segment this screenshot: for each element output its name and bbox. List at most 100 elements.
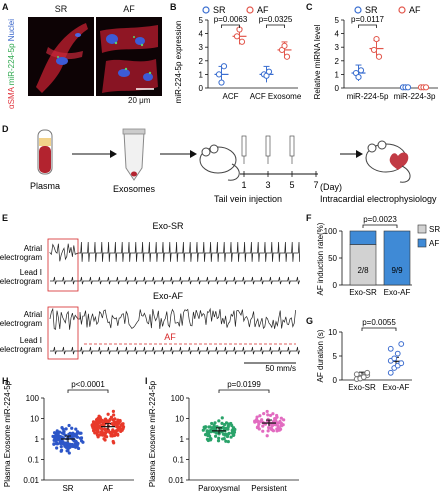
legend-b: SR AF (202, 5, 269, 15)
chart-f-category-label: Exo-AF (384, 288, 411, 297)
trace-af-lead (50, 346, 300, 355)
chart-i-plot-point-persistent (276, 421, 280, 425)
chart-b-ylabel: miR-224-5p expression (174, 21, 183, 104)
chart-h-plot-point-af (119, 428, 124, 432)
chart-i-plot-point-persistent (257, 422, 261, 426)
chart-h-plot-ytick-label: 0.01 (23, 476, 39, 485)
chart-h-plot-point-af (95, 429, 99, 433)
legend-af-label: AF (257, 5, 269, 15)
chart-h-plot-point-sr (55, 446, 59, 450)
chart-i-plot-ytick-label: 0.1 (173, 456, 185, 465)
chart-g-plot: 0 5 10 Exo-SR Exo-AF p=0.0055 (328, 318, 412, 392)
chart-c-plot-point-af (422, 84, 430, 91)
chart-h-plot-bracket (67, 389, 109, 393)
chart-i-plot-point-paroxysmal (221, 425, 225, 429)
panel-a-group-af: AF (123, 4, 135, 14)
timeline-ticks: 1 3 5 7 (241, 135, 319, 190)
chart-i-plot-point-paroxysmal (224, 432, 228, 436)
chart-h-plot-point-sr (79, 436, 84, 440)
chart-c-plot-point-sr (355, 74, 362, 81)
chart-i-plot-point-persistent (279, 416, 283, 420)
chart-h-plot-point-af (114, 429, 118, 433)
chart-h-plot-point-sr (59, 445, 63, 449)
chart-f-bar-af (349, 230, 377, 245)
chart-g-point (387, 369, 394, 376)
chart-i-plot: 0.01 0.1 1 10 100 Paroxysmal Persistent p=0.019… (168, 380, 299, 493)
chart-c-plot-point-sr (404, 84, 412, 91)
chart-c-plot-point-af (373, 35, 380, 43)
panel-a-group-sr: SR (54, 4, 68, 14)
chart-h-plot-point-sr (52, 442, 56, 446)
chart-b-plot: 0 1 2 3 4 5 ACF p=0.0063 ACF Exosome p=0.0325 (199, 15, 302, 101)
syringe-icon (241, 135, 247, 157)
legend-sr-marker (202, 6, 210, 14)
chart-h-plot-point-sr (58, 434, 62, 439)
chart-i-plot-point-paroxysmal (221, 432, 226, 436)
chart-i-plot-point-persistent (273, 417, 277, 421)
micrograph-af (96, 17, 162, 96)
chart-h-plot-point-af (116, 426, 120, 431)
chart-i-plot-point-paroxysmal (203, 433, 208, 437)
chart-i-plot-point-paroxysmal (209, 437, 213, 441)
chart-i-plot-point-paroxysmal (201, 428, 205, 432)
chart-c: SR AF Relative miRNA level 0 1 2 3 4 5 miR-224… (313, 5, 438, 101)
panel-label-a: A (2, 2, 9, 12)
chart-g-ytick-label: 10 (328, 328, 337, 337)
chart-i-plot-ytick-label: 100 (171, 394, 185, 403)
chart-i-plot-point-paroxysmal (231, 433, 236, 438)
chart-c-plot-ytick-label: 5 (335, 16, 340, 25)
legend-f-af-label: AF (429, 239, 439, 248)
chart-b-plot-category-label: ACF (223, 92, 239, 101)
chart-i-plot-point-persistent (266, 413, 270, 417)
chart-h-plot-point-af (115, 424, 119, 428)
panel-label-d: D (2, 124, 9, 134)
legend-f-sr-label: SR (429, 225, 440, 234)
trace-title-exo-af: Exo-AF (153, 291, 184, 301)
chart-g-ytick-label: 0 (333, 376, 338, 385)
chart-c-plot-category-label: miR-224-3p (394, 92, 436, 101)
chart-i-plot-point-persistent (262, 412, 266, 416)
chart-b-plot-ytick-label: 2 (199, 57, 204, 66)
chart-h-plot-ytick-label: 0.1 (28, 456, 40, 465)
chart-h-plot-point-af (96, 421, 101, 425)
chart-g-point (353, 371, 360, 378)
chart-f-bar-label: 2/8 (357, 266, 369, 275)
chart-b: SR AF miR-224-5p expression 0 1 2 3 4 5 ACF p=0… (174, 5, 302, 104)
chart-h-plot-p-value: p<0.0001 (71, 380, 105, 389)
electrogram-panel: Exo-SR Atrial electrogram Lead I electro… (0, 221, 300, 373)
chart-h-plot-point-sr (67, 423, 71, 428)
chart-g-point (394, 350, 401, 357)
chart-h-plot-point-af (110, 434, 114, 438)
chart-g-point (364, 369, 371, 376)
chart-h-plot-category-label: AF (103, 484, 113, 493)
chart-h-plot-point-sr (61, 440, 65, 444)
chart-b-plot-point-sr (218, 79, 225, 86)
chart-h-plot-point-sr (72, 444, 76, 449)
timeline-tick-label: 7 (313, 180, 318, 190)
chart-i-plot-point-paroxysmal (205, 437, 210, 441)
chart-i-plot-point-persistent (275, 429, 279, 433)
trace-title-exo-sr: Exo-SR (152, 221, 184, 231)
timeline-tick-label: 3 (265, 180, 270, 190)
chart-f-bar-label: 9/9 (391, 266, 403, 275)
chart-h-plot-point-sr (67, 443, 71, 447)
panel-a-stain-legend: αSMA miR-224-5p Nuclei (7, 9, 19, 119)
chart-f-ytick-label: 50 (328, 254, 337, 263)
chart-b-plot-ytick-label: 5 (199, 16, 204, 25)
speed-label: 50 mm/s (265, 364, 296, 373)
legend-af-marker (246, 6, 254, 14)
chart-i-plot-point-persistent (261, 429, 265, 433)
chart-g-point (391, 355, 398, 362)
chart-c-plot-ytick-label: 2 (335, 57, 340, 66)
chart-i-plot-point-persistent (261, 424, 265, 428)
chart-h-plot-point-af (102, 437, 106, 441)
chart-i-plot-point-persistent (271, 423, 275, 427)
chart-h-plot-point-sr (67, 451, 71, 455)
panel-label-h: H (2, 376, 9, 386)
chart-f: AF induction rate(%) 0 50 100 2/8 Exo-SR 9/9 E… (316, 215, 440, 297)
chart-g-p-value: p=0.0055 (362, 318, 396, 327)
mouse-heart-icon (365, 140, 411, 183)
chart-i-plot-point-paroxysmal (213, 434, 218, 438)
chart-i-ylabel: Plasma Exosome miR-224-5p (148, 380, 157, 487)
chart-h-plot-point-sr (52, 431, 57, 435)
